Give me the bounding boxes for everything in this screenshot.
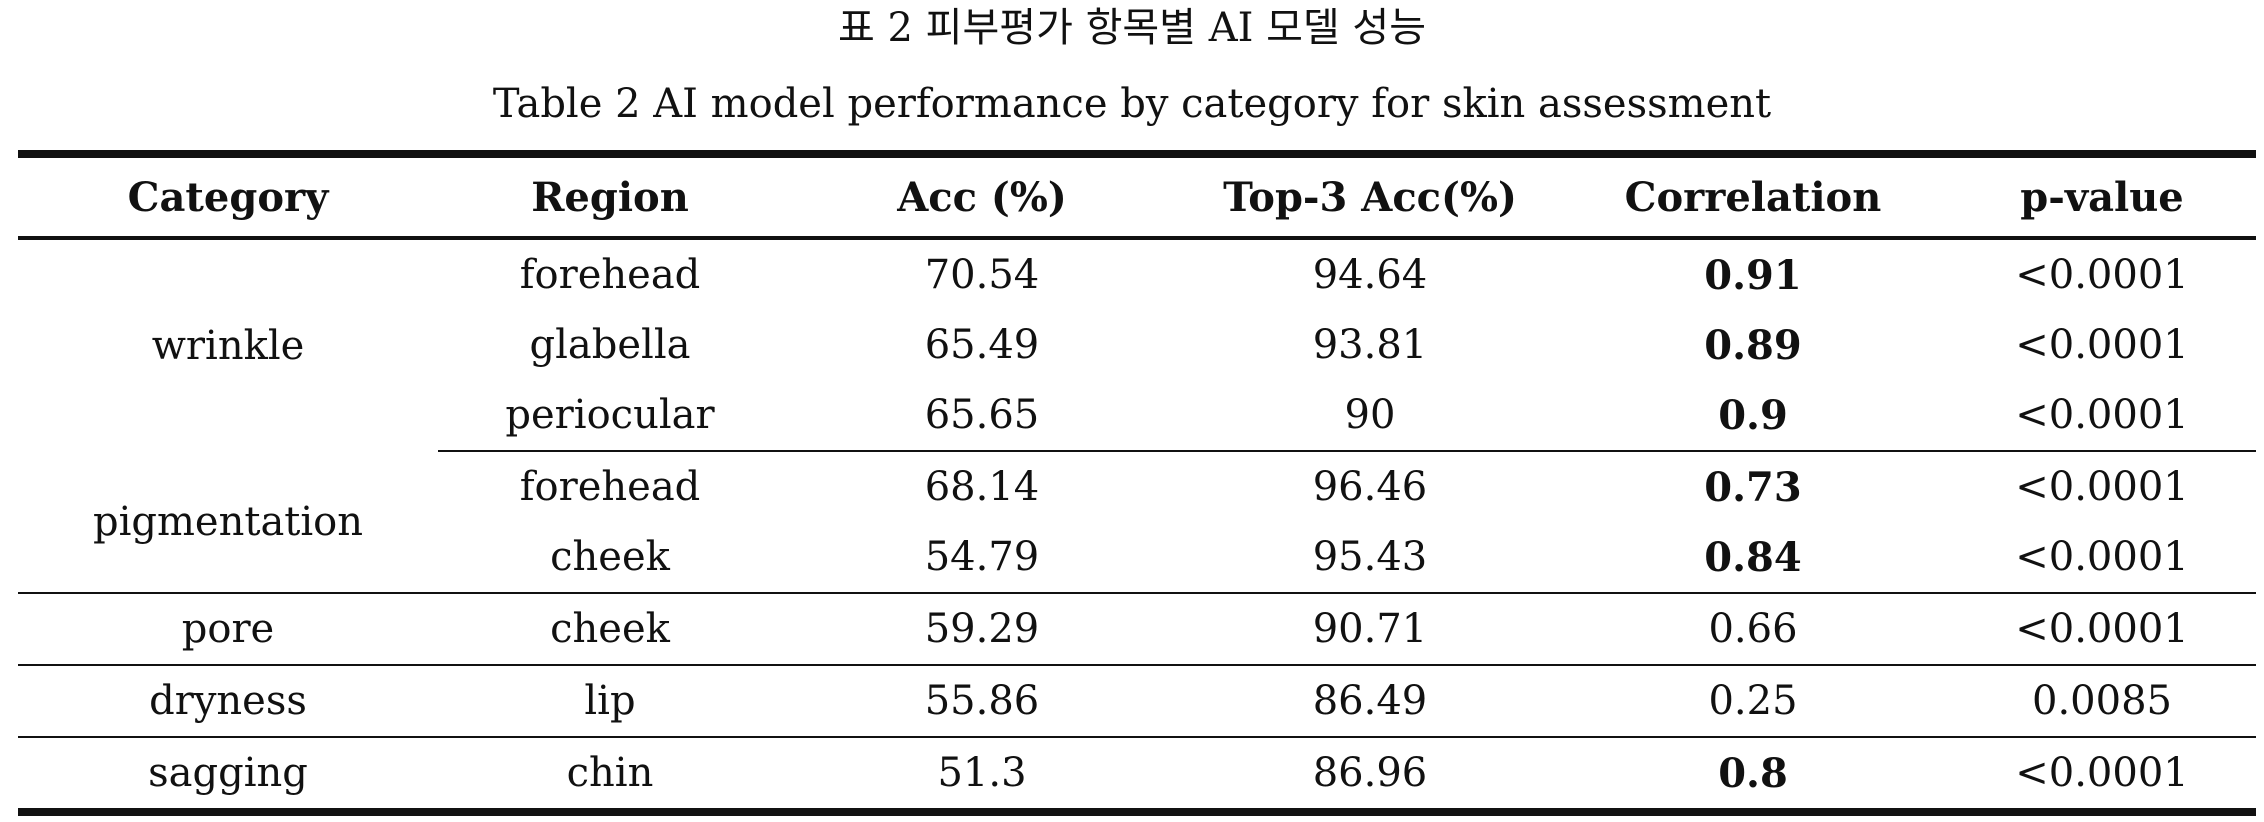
- header-correlation: Correlation: [1558, 154, 1948, 240]
- header-acc: Acc (%): [782, 154, 1182, 240]
- p-value-cell: <0.0001: [2015, 464, 2189, 510]
- header-top3-acc: Top-3 Acc(%): [1182, 154, 1558, 240]
- p-value-cell: <0.0001: [2015, 322, 2189, 368]
- acc-cell: 68.14: [924, 464, 1040, 510]
- correlation-cell: 0.25: [1558, 665, 1948, 738]
- acc-cell: 59.29: [782, 593, 1182, 666]
- header-p-value: p-value: [1948, 154, 2256, 240]
- region-cell: glabella: [529, 322, 691, 368]
- correlation-cell: 0.66: [1558, 593, 1948, 666]
- p-value-cell: <0.0001: [1948, 593, 2256, 666]
- region-cell: cheek: [438, 593, 782, 666]
- category-cell: dryness: [18, 665, 438, 738]
- table-row: periocular 65.65 90 0.9 <0.0001: [18, 380, 2256, 452]
- top3-acc-cell: 90: [1182, 380, 1558, 452]
- table-row: sagging chin 51.3 86.96 0.8 <0.0001: [18, 737, 2256, 812]
- header-row: Category Region Acc (%) Top-3 Acc(%) Cor…: [18, 154, 2256, 240]
- region-cell: forehead: [519, 464, 701, 510]
- table-row: dryness lip 55.86 86.49 0.25 0.0085: [18, 665, 2256, 738]
- acc-cell: 51.3: [937, 750, 1027, 796]
- acc-cell: 55.86: [782, 665, 1182, 738]
- correlation-cell: 0.9: [1558, 380, 1948, 452]
- table-caption-korean: 표 2 피부평가 항목별 AI 모델 성능: [837, 5, 1427, 51]
- category-cell: wrinkle: [151, 322, 305, 369]
- acc-cell: 70.54: [924, 252, 1040, 298]
- region-cell: chin: [566, 750, 654, 796]
- region-cell: periocular: [438, 380, 782, 452]
- header-region: Region: [438, 154, 782, 240]
- top3-acc-cell: 94.64: [1312, 252, 1428, 298]
- p-value-cell: <0.0001: [1948, 380, 2256, 452]
- correlation-cell: 0.89: [1704, 321, 1802, 369]
- table-row: wrinkle forehead 70.54 94.64 0.91 <0.000…: [18, 238, 2256, 369]
- top3-acc-cell: 86.96: [1312, 750, 1428, 796]
- p-value-cell: <0.0001: [2015, 750, 2189, 796]
- category-cell: pore: [18, 593, 438, 666]
- header-category: Category: [18, 154, 438, 240]
- performance-table: Category Region Acc (%) Top-3 Acc(%) Cor…: [18, 150, 2256, 816]
- table-row: pigmentation forehead 68.14 96.46 0.73 <…: [18, 451, 2256, 594]
- table-caption-english: Table 2 AI model performance by category…: [492, 81, 1772, 127]
- category-cell: pigmentation: [18, 451, 438, 594]
- region-cell: lip: [438, 665, 782, 738]
- correlation-cell: 0.91: [1704, 251, 1802, 299]
- correlation-cell: 0.84: [1558, 522, 1948, 594]
- p-value-cell: <0.0001: [1948, 522, 2256, 594]
- top3-acc-cell: 86.49: [1182, 665, 1558, 738]
- acc-cell: 65.49: [924, 322, 1040, 368]
- acc-cell: 54.79: [782, 522, 1182, 594]
- acc-cell: 65.65: [782, 380, 1182, 452]
- region-cell: cheek: [438, 522, 782, 594]
- p-value-cell: <0.0001: [2015, 252, 2189, 298]
- correlation-cell: 0.73: [1704, 463, 1802, 511]
- table-body: wrinkle forehead 70.54 94.64 0.91 <0.000…: [18, 238, 2256, 812]
- top3-acc-cell: 93.81: [1312, 322, 1428, 368]
- table-header: Category Region Acc (%) Top-3 Acc(%) Cor…: [18, 154, 2256, 240]
- top3-acc-cell: 96.46: [1312, 464, 1428, 510]
- table-row: glabella 65.49 93.81 0.89 <0.0001: [18, 310, 2256, 380]
- table-row: cheek 54.79 95.43 0.84 <0.0001: [18, 522, 2256, 594]
- top3-acc-cell: 95.43: [1182, 522, 1558, 594]
- top3-acc-cell: 90.71: [1182, 593, 1558, 666]
- region-cell: forehead: [519, 252, 701, 298]
- category-cell: sagging: [148, 750, 308, 796]
- table-row: pore cheek 59.29 90.71 0.66 <0.0001: [18, 593, 2256, 666]
- p-value-cell: 0.0085: [1948, 665, 2256, 738]
- correlation-cell: 0.8: [1718, 749, 1788, 797]
